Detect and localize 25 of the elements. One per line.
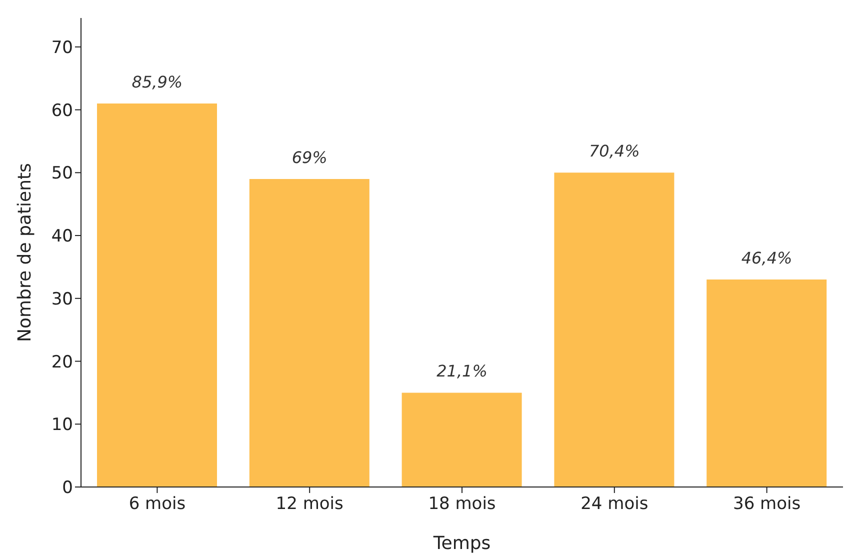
bar bbox=[554, 172, 674, 487]
y-tick-label: 60 bbox=[51, 100, 73, 121]
y-tick-label: 20 bbox=[51, 352, 73, 372]
x-tick-label: 6 mois bbox=[128, 494, 186, 514]
x-tick-label: 36 mois bbox=[733, 494, 801, 514]
annotation: 70,4% bbox=[588, 142, 640, 161]
y-tick-label: 30 bbox=[51, 289, 73, 310]
annotation: 46,4% bbox=[741, 248, 792, 268]
x-tick-label: 18 mois bbox=[428, 494, 496, 514]
bar bbox=[402, 392, 522, 487]
x-tick-label: 12 mois bbox=[276, 494, 344, 514]
y-tick-label: 50 bbox=[51, 164, 73, 184]
annotation: 69% bbox=[292, 148, 328, 167]
y-tick-label: 40 bbox=[51, 226, 73, 247]
x-tick-label: 24 mois bbox=[580, 494, 648, 514]
annotation: 21,1% bbox=[436, 362, 488, 381]
annotation: 85,9% bbox=[132, 72, 183, 92]
bar bbox=[97, 104, 217, 487]
x-axis-title: Temps bbox=[432, 533, 491, 554]
y-tick-label: 0 bbox=[62, 478, 73, 498]
y-tick-label: 70 bbox=[51, 38, 73, 58]
bar bbox=[249, 178, 370, 487]
bar bbox=[706, 280, 827, 487]
y-axis-title: Nombre de patients bbox=[14, 163, 36, 342]
y-tick-label: 10 bbox=[51, 415, 73, 436]
